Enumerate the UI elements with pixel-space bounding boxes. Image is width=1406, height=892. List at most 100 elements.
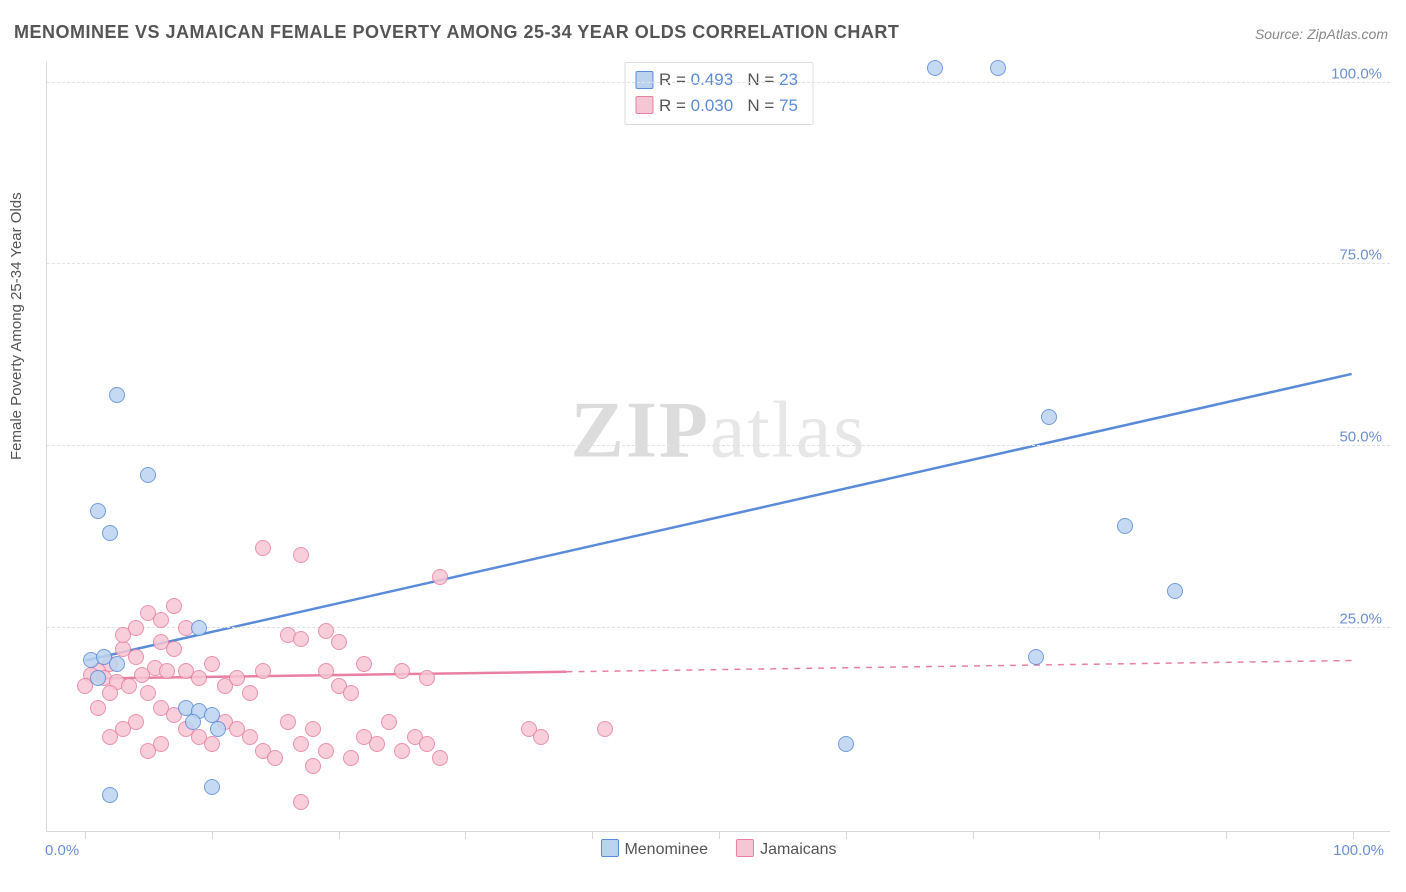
y-axis-label: Female Poverty Among 25-34 Year Olds [8,192,25,460]
scatter-point-jamaicans [153,634,169,650]
scatter-point-menominee [927,60,943,76]
scatter-point-menominee [990,60,1006,76]
x-tick [719,831,720,839]
scatter-point-menominee [102,787,118,803]
y-tick-label: 50.0% [1339,429,1382,446]
scatter-point-menominee [1167,583,1183,599]
scatter-point-jamaicans [153,736,169,752]
scatter-point-menominee [140,467,156,483]
scatter-point-jamaicans [305,758,321,774]
watermark-zip: ZIP [571,387,710,475]
eq: = [676,93,686,119]
scatter-point-jamaicans [318,743,334,759]
scatter-point-jamaicans [191,670,207,686]
legend-swatch-icon [600,839,618,857]
legend-row-menominee: R = 0.493 N = 23 [635,67,798,93]
legend-n-label: N [747,93,759,119]
legend-row-jamaicans: R = 0.030 N = 75 [635,93,798,119]
scatter-point-jamaicans [419,736,435,752]
gridline-horizontal [47,445,1390,446]
x-tick [846,831,847,839]
x-tick [592,831,593,839]
source-prefix: Source: [1255,26,1307,42]
gridline-horizontal [47,263,1390,264]
scatter-point-jamaicans [140,685,156,701]
scatter-point-menominee [1041,409,1057,425]
scatter-point-menominee [109,656,125,672]
series-legend: Menominee Jamaicans [600,839,836,859]
scatter-point-menominee [191,620,207,636]
scatter-point-jamaicans [356,656,372,672]
scatter-point-menominee [109,387,125,403]
legend-r-label: R [659,67,671,93]
source-link[interactable]: ZipAtlas.com [1307,26,1388,42]
legend-r-value-menominee: 0.493 [691,67,734,93]
x-tick [1226,831,1227,839]
scatter-point-jamaicans [121,678,137,694]
x-tick [973,831,974,839]
scatter-point-jamaicans [293,631,309,647]
scatter-point-jamaicans [102,729,118,745]
scatter-point-menominee [204,779,220,795]
scatter-point-jamaicans [255,540,271,556]
chart-title: MENOMINEE VS JAMAICAN FEMALE POVERTY AMO… [14,22,899,43]
legend-swatch-menominee [635,71,653,89]
x-axis-min-label: 0.0% [45,842,79,859]
scatter-point-jamaicans [293,736,309,752]
scatter-point-jamaicans [419,670,435,686]
scatter-point-jamaicans [102,685,118,701]
scatter-point-jamaicans [597,721,613,737]
scatter-point-menominee [838,736,854,752]
x-axis-max-label: 100.0% [1333,842,1384,859]
source-attribution: Source: ZipAtlas.com [1255,26,1388,42]
trendline-extrapolation-jamaicans [567,661,1352,672]
scatter-point-jamaicans [267,750,283,766]
scatter-point-jamaicans [128,620,144,636]
scatter-point-menominee [1028,649,1044,665]
scatter-point-jamaicans [159,663,175,679]
scatter-point-jamaicans [381,714,397,730]
scatter-point-jamaicans [90,700,106,716]
legend-n-value-menominee: 23 [779,67,798,93]
scatter-point-jamaicans [394,663,410,679]
scatter-point-jamaicans [343,750,359,766]
legend-n-value-jamaicans: 75 [779,93,798,119]
scatter-point-jamaicans [305,721,321,737]
scatter-point-jamaicans [394,743,410,759]
x-tick [1099,831,1100,839]
x-tick [465,831,466,839]
x-tick [1353,831,1354,839]
scatter-point-jamaicans [204,736,220,752]
eq: = [764,93,774,119]
scatter-point-jamaicans [128,649,144,665]
legend-swatch-icon [736,839,754,857]
scatter-point-jamaicans [229,670,245,686]
scatter-point-jamaicans [166,598,182,614]
eq: = [764,67,774,93]
x-tick [85,831,86,839]
gridline-horizontal [47,627,1390,628]
watermark-atlas: atlas [710,387,867,475]
scatter-point-jamaicans [293,547,309,563]
scatter-point-jamaicans [293,794,309,810]
x-tick [339,831,340,839]
scatter-point-menominee [90,670,106,686]
scatter-point-jamaicans [242,685,258,701]
gridline-horizontal [47,82,1390,83]
watermark: ZIPatlas [571,386,867,477]
eq: = [676,67,686,93]
legend-label-jamaicans: Jamaicans [760,841,836,858]
legend-item-jamaicans: Jamaicans [736,839,836,859]
x-tick [212,831,213,839]
scatter-point-jamaicans [318,663,334,679]
trendline-menominee [85,374,1351,661]
trendlines-layer [47,62,1390,831]
legend-swatch-jamaicans [635,96,653,114]
scatter-point-menominee [210,721,226,737]
scatter-point-jamaicans [242,729,258,745]
scatter-point-menominee [185,714,201,730]
legend-label-menominee: Menominee [624,841,708,858]
scatter-point-jamaicans [432,569,448,585]
scatter-point-jamaicans [280,714,296,730]
scatter-point-menominee [1117,518,1133,534]
